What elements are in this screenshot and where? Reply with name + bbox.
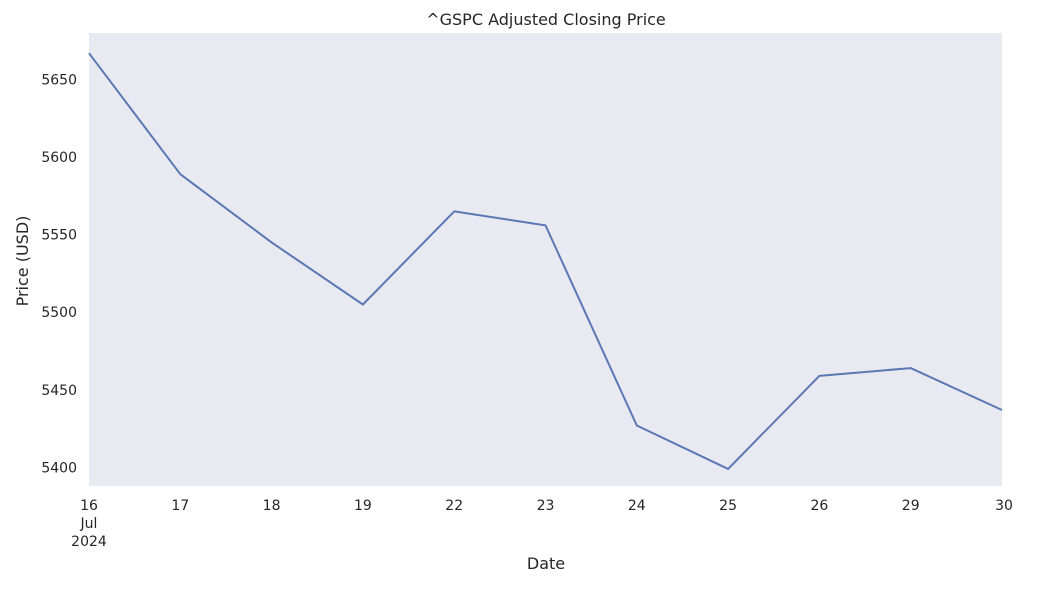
x-axis-label: Date — [527, 554, 565, 573]
x-tick-label: 17 — [171, 498, 189, 514]
x-tick-label: 23 — [537, 498, 555, 514]
x-tick-label: 26 — [810, 498, 828, 514]
plot-area-background — [89, 33, 1002, 486]
chart-title: ^GSPC Adjusted Closing Price — [426, 10, 666, 29]
series-group — [88, 52, 1003, 470]
x-axis-ticks: 16 Jul 2024 17 18 19 22 23 24 25 26 29 30 — [71, 498, 1013, 550]
x-tick-label: 18 — [263, 498, 281, 514]
x-tick-label: 16 Jul 2024 — [71, 498, 107, 550]
y-tick-label: 5500 — [41, 305, 77, 321]
y-axis-label: Price (USD) — [13, 216, 32, 307]
x-tick-label: 25 — [719, 498, 737, 514]
x-tick-label: 24 — [628, 498, 646, 514]
x-tick-label: 29 — [902, 498, 920, 514]
y-tick-label: 5550 — [41, 228, 77, 244]
y-tick-label: 5400 — [41, 460, 77, 476]
x-tick-label: 19 — [354, 498, 372, 514]
y-tick-label: 5600 — [41, 150, 77, 166]
x-tick-label: 22 — [445, 498, 463, 514]
price-line — [88, 52, 1003, 470]
y-axis-ticks: 5400 5450 5500 5550 5600 5650 — [41, 73, 77, 477]
y-tick-label: 5450 — [41, 383, 77, 399]
x-tick-label: 30 — [995, 498, 1013, 514]
y-tick-label: 5650 — [41, 73, 77, 89]
